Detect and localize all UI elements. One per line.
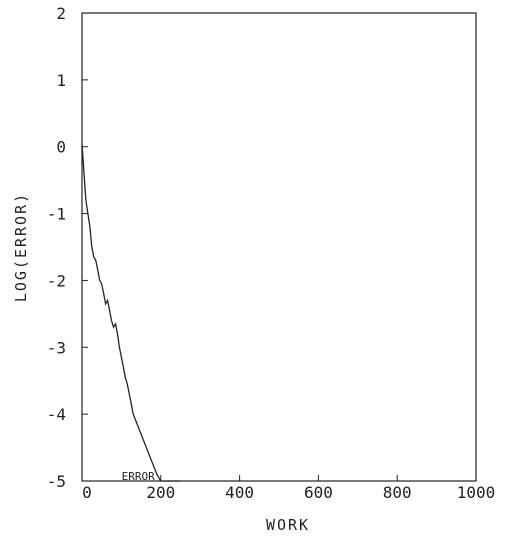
annotations: ERROR [122, 470, 155, 483]
y-tick-label: -5 [47, 472, 66, 491]
plot-frame [81, 12, 477, 482]
x-tick-label: 800 [383, 483, 412, 502]
y-tick-label: -4 [47, 405, 66, 424]
y-axis-title: LOG(ERROR) [12, 192, 30, 302]
x-axis-ticks: 0 200 400 600 800 1000 [81, 475, 496, 502]
y-tick-label: 1 [56, 71, 66, 90]
y-tick-label: -1 [47, 205, 66, 224]
annotation-label: ERROR [122, 470, 155, 483]
x-axis-title: WORK [266, 516, 310, 534]
series-line [81, 143, 181, 482]
x-tick-label: 1000 [457, 483, 496, 502]
x-tick-label: 600 [304, 483, 333, 502]
y-tick-label: -3 [47, 338, 66, 357]
y-tick-label: -2 [47, 271, 66, 290]
y-axis-ticks: -5 -4 -3 -2 -1 0 1 2 [47, 4, 88, 491]
y-tick-label: 2 [56, 4, 66, 23]
y-tick-label: 0 [56, 138, 66, 157]
x-tick-label: 200 [146, 483, 175, 502]
x-tick-label: 400 [225, 483, 254, 502]
x-tick-label: 0 [82, 483, 92, 502]
